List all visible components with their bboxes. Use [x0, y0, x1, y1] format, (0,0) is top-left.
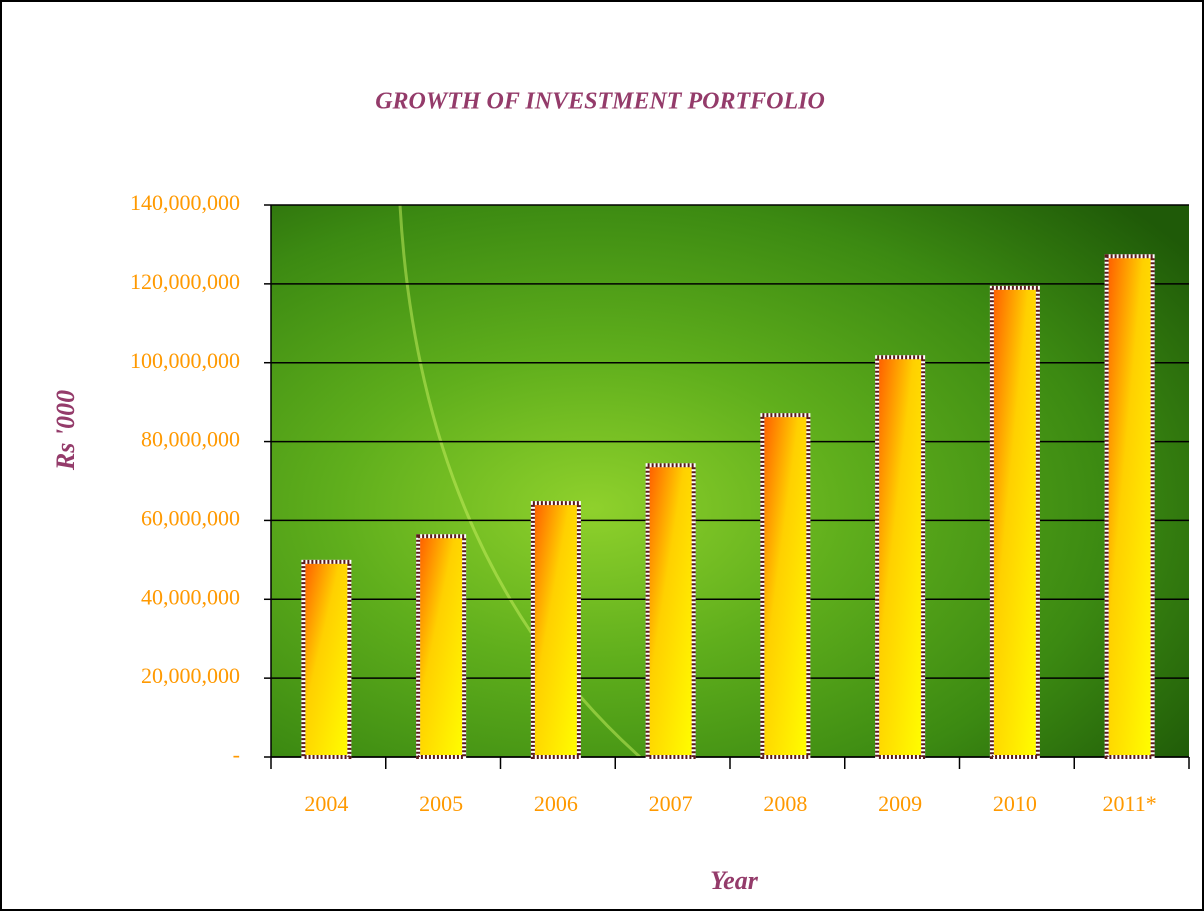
bar-border	[416, 534, 467, 760]
bar-border	[989, 285, 1040, 759]
y-tick-label: 140,000,000	[130, 190, 240, 215]
bar	[530, 501, 581, 759]
y-tick-label: -	[233, 742, 240, 767]
bar	[760, 413, 811, 759]
bar-border	[530, 501, 581, 759]
bar	[875, 355, 926, 759]
chart-title: GROWTH OF INVESTMENT PORTFOLIO	[375, 89, 825, 115]
y-tick-label: 120,000,000	[130, 269, 240, 294]
x-tick-label: 2005	[419, 791, 463, 816]
bar	[301, 559, 352, 759]
x-tick-label: 2007	[649, 791, 693, 816]
x-tick-label: 2006	[534, 791, 578, 816]
bar	[645, 463, 696, 759]
bar-border	[645, 463, 696, 759]
bar-border	[1104, 254, 1155, 759]
y-tick-label: 20,000,000	[141, 663, 240, 688]
y-tick-label: 60,000,000	[141, 505, 240, 530]
y-axis-title: Rs '000	[51, 390, 80, 471]
x-tick-label: 2004	[304, 791, 348, 816]
x-tick-label: 2010	[993, 791, 1037, 816]
y-tick-label: 80,000,000	[141, 427, 240, 452]
bar-border	[875, 355, 926, 759]
bar-border	[301, 559, 352, 759]
bar-border	[760, 413, 811, 759]
y-tick-label: 100,000,000	[130, 348, 240, 373]
bar	[989, 285, 1040, 759]
bar	[416, 534, 467, 760]
y-tick-label: 40,000,000	[141, 584, 240, 609]
x-axis-title: Year	[710, 866, 759, 895]
bar	[1104, 254, 1155, 759]
x-tick-label: 2008	[763, 791, 807, 816]
x-tick-label: 2009	[878, 791, 922, 816]
x-tick-label: 2011*	[1103, 791, 1157, 816]
